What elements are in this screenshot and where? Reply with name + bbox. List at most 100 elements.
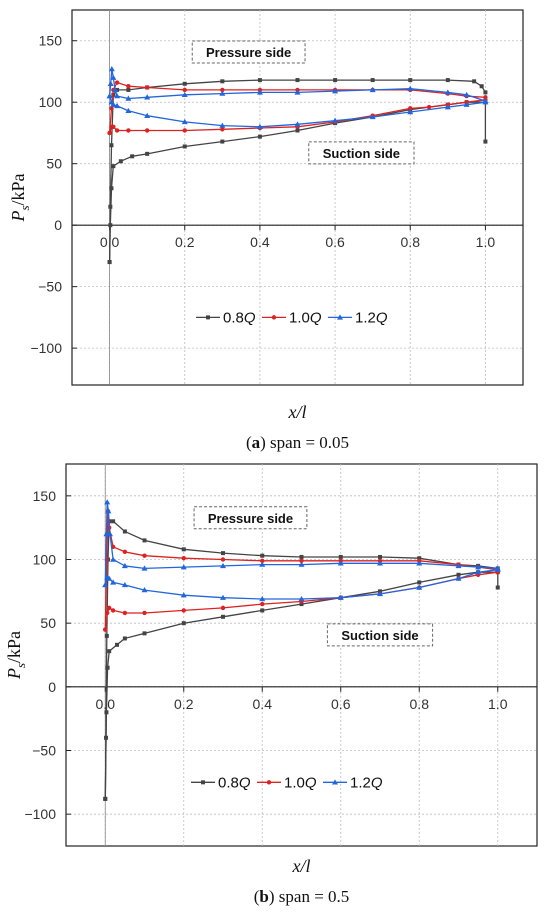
- data-point: [181, 91, 188, 98]
- data-point: [126, 87, 131, 92]
- y-tick-label: −50: [38, 279, 62, 295]
- data-point: [142, 553, 147, 558]
- data-point: [260, 558, 265, 563]
- data-point: [103, 627, 108, 632]
- plot-frame: [65, 463, 538, 847]
- data-point: [221, 551, 225, 556]
- annotation-text: Suction side: [323, 146, 400, 161]
- data-point: [105, 610, 110, 616]
- legend-label: 1.2Q: [350, 774, 383, 791]
- y-axis-label-sub: s: [17, 205, 32, 210]
- y-tick-label: 50: [46, 156, 62, 172]
- legend-label: 0.8Q: [223, 309, 256, 326]
- data-point: [112, 86, 119, 93]
- data-point: [257, 134, 262, 139]
- data-point: [298, 561, 305, 567]
- data-point: [142, 538, 147, 543]
- legend-label-q: Q: [305, 774, 317, 791]
- data-point: [408, 78, 413, 83]
- data-point: [141, 587, 148, 593]
- data-point: [109, 143, 114, 148]
- data-point: [105, 508, 112, 514]
- data-point: [106, 575, 113, 581]
- data-point: [111, 124, 116, 130]
- data-point: [338, 554, 343, 559]
- data-point: [332, 779, 338, 785]
- data-point: [482, 99, 489, 105]
- data-point: [122, 529, 127, 534]
- x-tick-label: 0.8: [410, 696, 430, 712]
- data-point: [107, 260, 112, 265]
- legend-label: 1.0Q: [289, 309, 322, 326]
- data-point: [370, 78, 375, 83]
- data-point: [114, 128, 120, 133]
- y-tick-label: 100: [33, 552, 57, 568]
- data-point: [332, 117, 339, 123]
- data-point: [182, 81, 187, 86]
- data-point: [180, 564, 187, 570]
- data-point: [299, 602, 304, 607]
- y-axis-label-unit: /kPa: [4, 631, 24, 663]
- legend-label-q: Q: [376, 309, 388, 326]
- data-point: [220, 139, 225, 144]
- data-point: [122, 549, 128, 555]
- series-line-suction: [104, 571, 499, 799]
- data-point: [221, 614, 225, 619]
- x-tick-label: 0.0: [96, 696, 116, 712]
- x-tick-label: 1.0: [488, 696, 508, 712]
- legend-label-q: Q: [244, 309, 256, 326]
- data-point: [125, 107, 132, 114]
- x-tick-label: 0.8: [401, 234, 421, 250]
- data-point: [463, 91, 470, 98]
- data-point: [260, 601, 265, 607]
- data-point: [182, 128, 187, 133]
- data-point: [142, 631, 147, 636]
- x-tick-label: 1.0: [476, 234, 496, 250]
- series-line-pressure: [104, 520, 498, 799]
- data-point: [271, 315, 277, 320]
- legend-label: 1.2Q: [355, 309, 388, 326]
- series-1.2Q: [106, 66, 489, 130]
- data-point: [104, 633, 109, 638]
- annotation-box: [308, 141, 415, 165]
- y-tick-label: −100: [24, 806, 56, 822]
- data-point: [181, 118, 188, 125]
- legend-label-q: Q: [310, 309, 322, 326]
- data-point: [337, 560, 344, 566]
- series-1.0Q: [107, 80, 488, 136]
- data-point: [104, 499, 111, 505]
- y-tick-label: 0: [54, 217, 62, 233]
- y-tick-label: −50: [32, 743, 56, 759]
- legend: 0.8Q 1.0Q 1.2Q: [191, 774, 383, 791]
- annotation-box: [193, 506, 308, 530]
- data-point: [102, 581, 109, 588]
- data-point: [377, 560, 383, 566]
- data-point: [220, 87, 225, 93]
- data-point: [109, 186, 114, 191]
- data-point: [408, 106, 413, 111]
- data-point: [417, 556, 422, 561]
- data-point: [115, 87, 120, 92]
- data-point: [114, 80, 120, 85]
- data-point: [337, 314, 343, 320]
- data-point: [463, 101, 470, 107]
- data-point: [444, 89, 451, 95]
- x-tick-label: 0.6: [325, 234, 345, 250]
- data-point: [114, 93, 121, 99]
- data-point: [110, 556, 117, 562]
- data-point: [337, 594, 344, 600]
- data-point: [407, 85, 414, 91]
- data-point: [108, 66, 115, 72]
- legend-label-number: 0.8: [218, 774, 239, 791]
- y-axis-label-main: P: [4, 668, 24, 680]
- data-point: [295, 78, 300, 83]
- data-point: [144, 85, 150, 90]
- data-point: [220, 605, 226, 611]
- data-point: [259, 561, 266, 567]
- y-axis-label: Ps/kPa: [8, 173, 32, 222]
- caption-paren-close: ): [260, 433, 266, 452]
- data-point: [181, 608, 186, 613]
- data-point: [259, 595, 266, 602]
- data-point: [444, 104, 451, 110]
